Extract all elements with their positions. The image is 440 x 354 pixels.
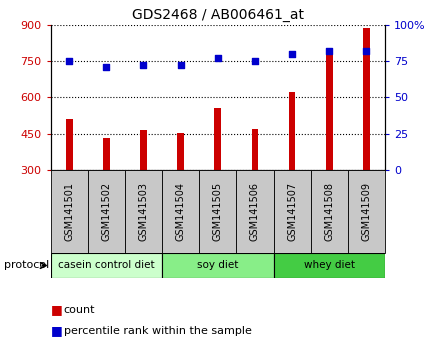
- Bar: [326, 51, 333, 170]
- Text: GSM141501: GSM141501: [64, 182, 74, 241]
- Point: [326, 48, 333, 54]
- Text: soy diet: soy diet: [197, 261, 238, 270]
- Bar: [252, 129, 258, 170]
- Bar: [274, 253, 385, 278]
- Bar: [199, 170, 236, 253]
- Text: GSM141507: GSM141507: [287, 182, 297, 241]
- Bar: [88, 170, 125, 253]
- Text: ■: ■: [51, 303, 62, 316]
- Bar: [274, 170, 311, 253]
- Text: ■: ■: [51, 325, 62, 337]
- Point: [289, 51, 296, 57]
- Bar: [51, 170, 88, 253]
- Point: [214, 55, 221, 61]
- Bar: [103, 138, 110, 170]
- Text: GSM141505: GSM141505: [213, 182, 223, 241]
- Bar: [214, 108, 221, 170]
- Bar: [66, 119, 73, 170]
- Point: [363, 48, 370, 54]
- Point: [177, 63, 184, 68]
- Text: GSM141502: GSM141502: [101, 182, 111, 241]
- Bar: [348, 170, 385, 253]
- Bar: [140, 130, 147, 170]
- Bar: [51, 253, 162, 278]
- Bar: [125, 170, 162, 253]
- Text: GSM141503: GSM141503: [139, 182, 148, 241]
- Bar: [311, 170, 348, 253]
- Bar: [177, 133, 184, 170]
- Text: count: count: [64, 305, 95, 315]
- Text: GSM141504: GSM141504: [176, 182, 186, 241]
- Point: [66, 58, 73, 64]
- Text: casein control diet: casein control diet: [58, 261, 154, 270]
- Title: GDS2468 / AB006461_at: GDS2468 / AB006461_at: [132, 8, 304, 22]
- Point: [251, 58, 258, 64]
- Text: GSM141506: GSM141506: [250, 182, 260, 241]
- Text: percentile rank within the sample: percentile rank within the sample: [64, 326, 252, 336]
- Bar: [236, 170, 274, 253]
- Bar: [162, 170, 199, 253]
- Point: [140, 63, 147, 68]
- Bar: [363, 28, 370, 170]
- Bar: [162, 253, 274, 278]
- Text: GSM141509: GSM141509: [361, 182, 371, 241]
- Bar: [289, 92, 295, 170]
- Text: protocol: protocol: [4, 261, 50, 270]
- Text: GSM141508: GSM141508: [324, 182, 334, 241]
- Point: [103, 64, 110, 70]
- Text: whey diet: whey diet: [304, 261, 355, 270]
